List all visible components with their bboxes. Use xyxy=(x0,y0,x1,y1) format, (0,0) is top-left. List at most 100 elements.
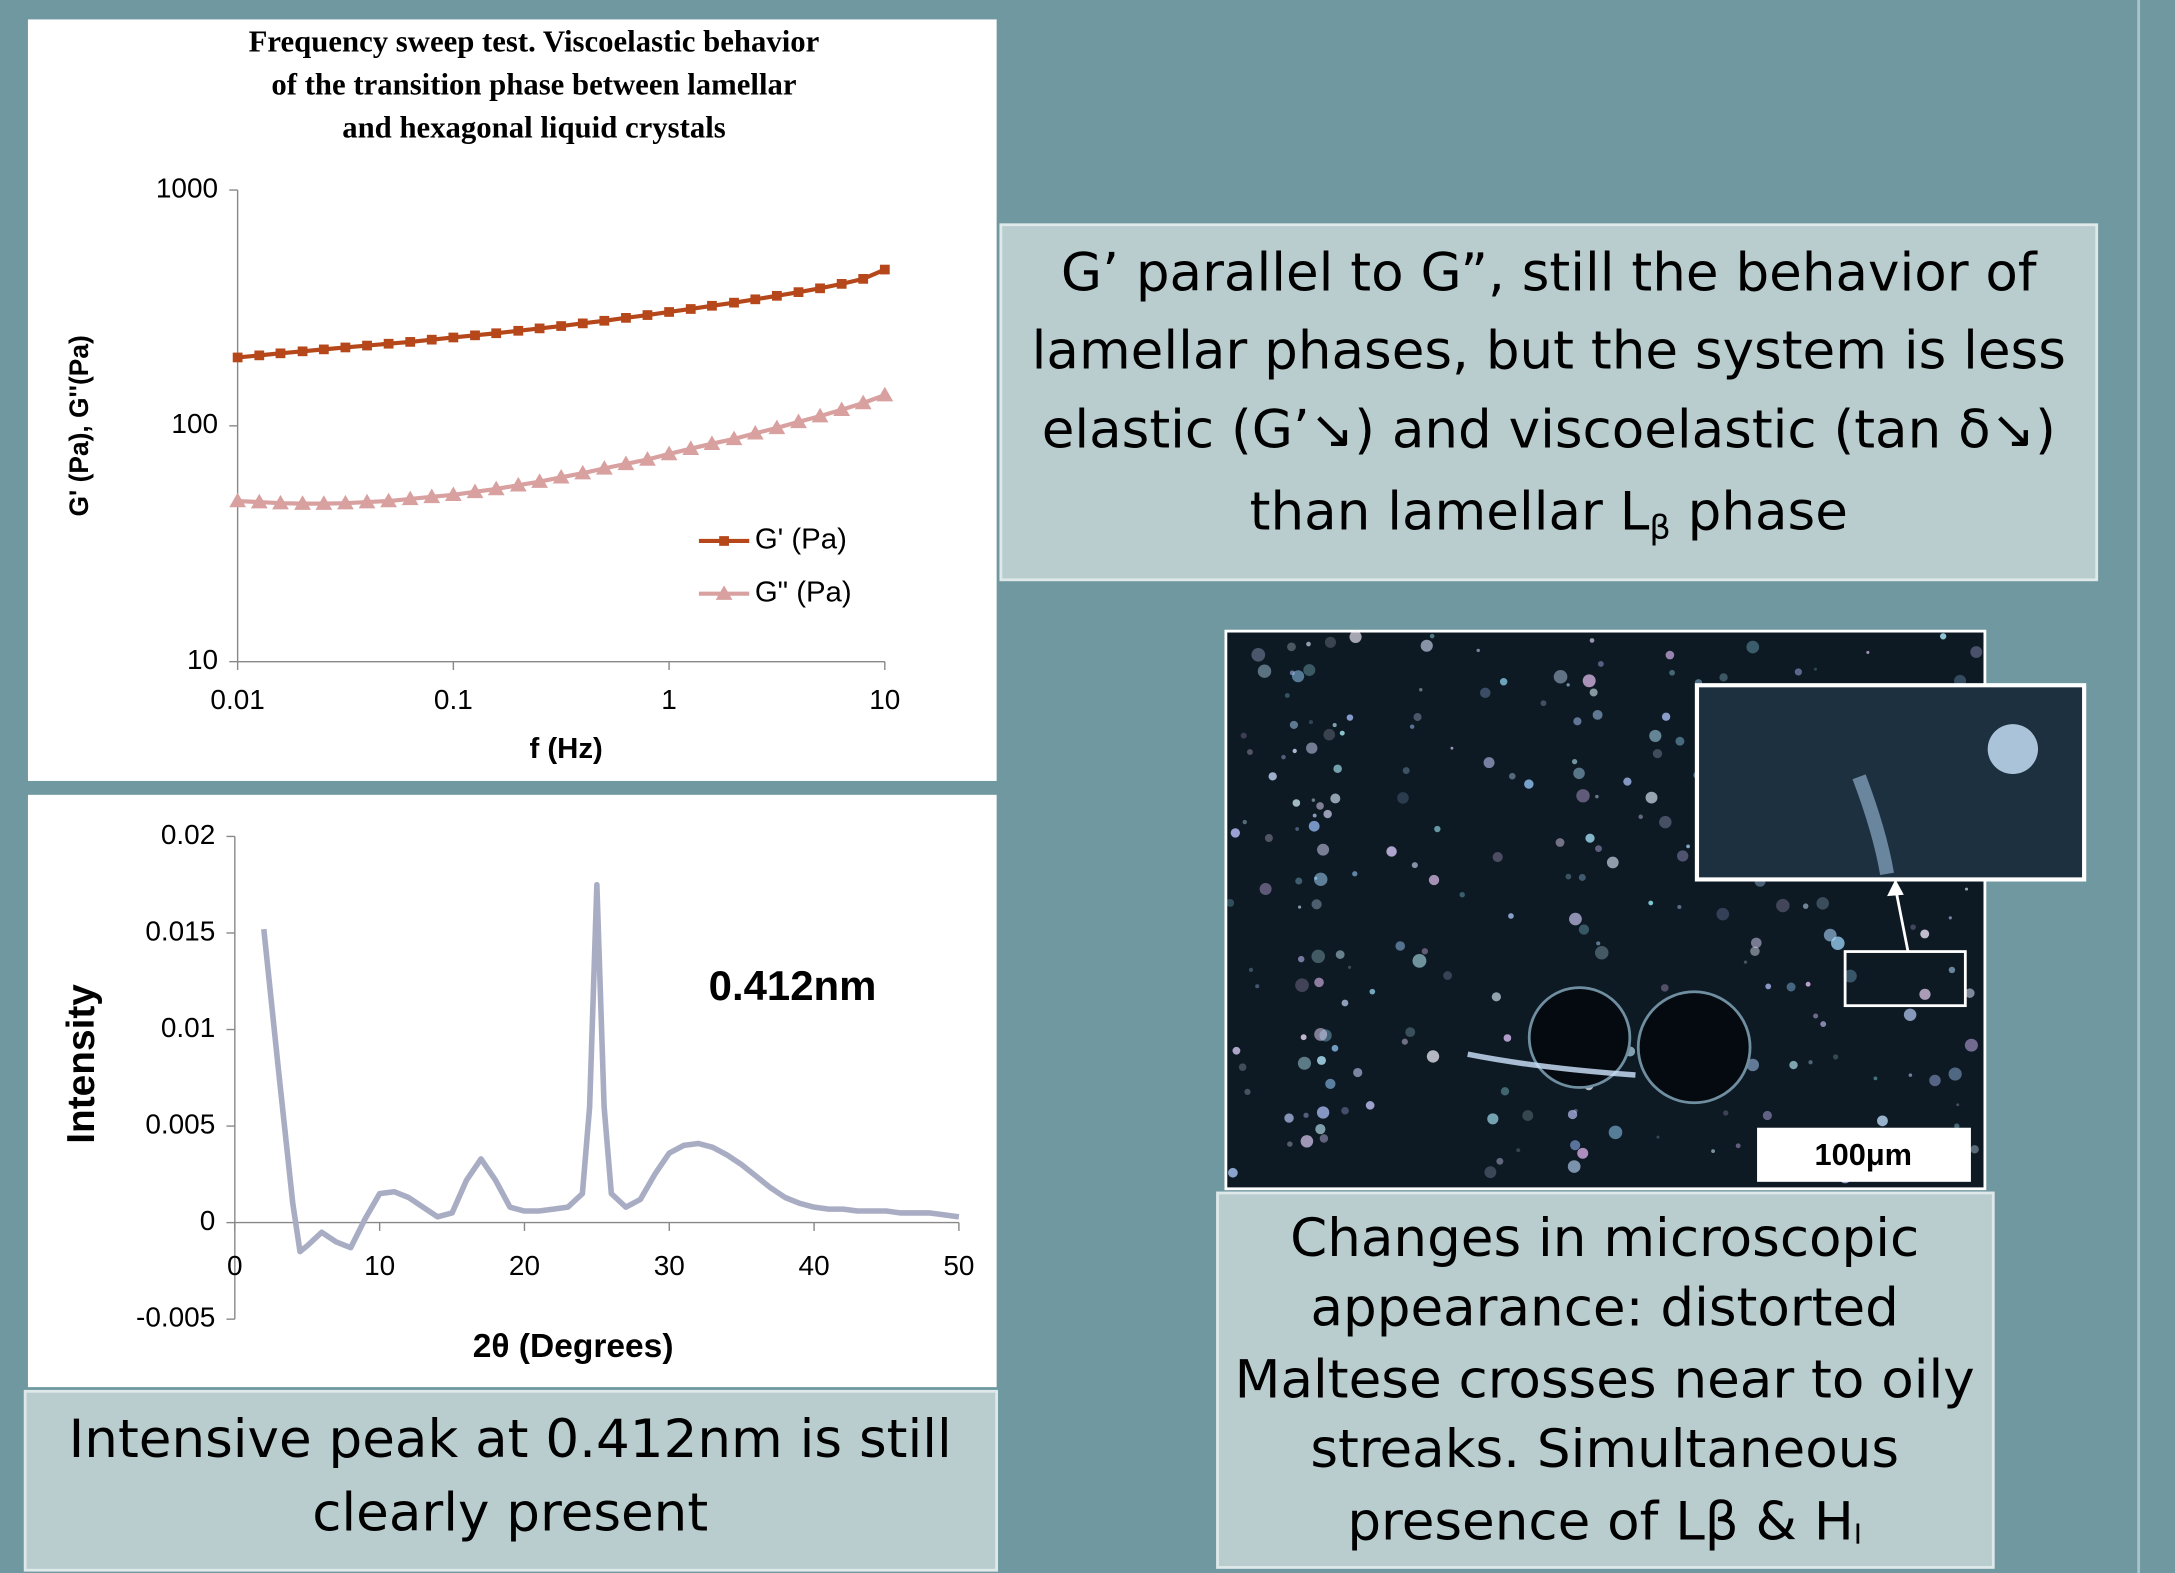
crystal-speck xyxy=(1409,724,1415,729)
x-tick-label: 1 xyxy=(661,684,677,715)
crystal-speck xyxy=(1750,946,1760,956)
marker xyxy=(318,344,329,355)
crystal-speck xyxy=(1970,646,1983,658)
crystal-speck xyxy=(1939,633,1947,640)
crystal-speck xyxy=(1638,814,1643,820)
crystal-speck xyxy=(1413,713,1422,722)
marker xyxy=(685,304,696,314)
crystal-speck xyxy=(1295,877,1303,885)
crystal-speck xyxy=(1228,1167,1238,1178)
crystal-speck xyxy=(1570,1140,1581,1151)
crystal-speck xyxy=(1412,953,1427,968)
marker xyxy=(790,413,807,429)
crystal-speck xyxy=(1325,1078,1336,1089)
legend-label: G' (Pa) xyxy=(755,524,847,556)
crystal-speck xyxy=(1567,1160,1581,1173)
marker xyxy=(858,274,869,284)
crystal-speck xyxy=(1964,1038,1978,1052)
crystal-speck xyxy=(1300,1034,1307,1041)
note-line: elastic (G’↘) and viscoelastic (tan δ↘) xyxy=(1042,400,2056,461)
crystal-speck xyxy=(1908,1073,1913,1077)
y-tick-label: 0.015 xyxy=(145,915,215,946)
x-axis-label: f (Hz) xyxy=(529,733,602,765)
crystal-speck xyxy=(1480,687,1491,699)
crystal-speck xyxy=(1595,794,1599,799)
marker xyxy=(642,310,653,320)
crystal-speck xyxy=(1665,650,1675,660)
crystal-speck xyxy=(1677,850,1689,862)
crystal-speck xyxy=(1240,732,1247,739)
crystal-speck xyxy=(1597,660,1604,667)
marker xyxy=(682,440,700,455)
chart-panel xyxy=(27,794,997,1388)
crystal-speck xyxy=(1295,978,1309,992)
crystal-speck xyxy=(1573,767,1585,780)
marker xyxy=(771,290,782,301)
crystal-speck xyxy=(1589,638,1595,643)
x-tick-label: 50 xyxy=(943,1250,974,1281)
x-tick-label: 30 xyxy=(654,1250,685,1281)
marker xyxy=(833,401,851,417)
marker xyxy=(448,332,459,343)
marker xyxy=(599,315,610,326)
crystal-speck xyxy=(1566,683,1570,687)
note-line: Changes in microscopic xyxy=(1290,1208,1919,1269)
crystal-speck xyxy=(1577,1147,1589,1159)
marker xyxy=(491,328,502,339)
crystal-speck xyxy=(1571,758,1578,765)
marker xyxy=(815,283,825,294)
crystal-speck xyxy=(1459,892,1465,898)
crystal-speck xyxy=(1331,1044,1339,1052)
marker xyxy=(337,494,354,510)
crystal-speck xyxy=(1281,754,1286,760)
crystal-speck xyxy=(1585,833,1595,843)
marker xyxy=(836,279,847,289)
marker xyxy=(621,313,631,323)
marker xyxy=(444,486,462,502)
marker xyxy=(854,394,872,410)
y-tick-label: -0.005 xyxy=(136,1302,215,1333)
arrow-head xyxy=(1887,879,1904,897)
crystal-speck xyxy=(1316,802,1324,810)
crystal-speck xyxy=(1540,700,1547,707)
marker xyxy=(315,495,333,510)
crystal-speck xyxy=(1311,949,1326,964)
crystal-speck xyxy=(1920,929,1930,939)
crystal-speck xyxy=(1339,730,1345,736)
crystal-speck xyxy=(1746,1058,1760,1072)
crystal-speck xyxy=(1316,1055,1327,1065)
x-tick-label: 0.01 xyxy=(210,684,264,715)
crystal-speck xyxy=(1264,834,1273,842)
inset-source xyxy=(1843,950,1967,1008)
maltese-cross xyxy=(1987,724,2039,775)
text-box xyxy=(1216,1191,1995,1569)
crystal-speck xyxy=(1677,904,1682,909)
crystal-speck xyxy=(1332,723,1337,728)
crystal-speck xyxy=(1553,669,1568,684)
crystal-speck xyxy=(1592,709,1603,720)
y-tick-label: 0.02 xyxy=(161,819,215,850)
crystal-speck xyxy=(1823,928,1837,942)
crystal-speck xyxy=(1589,688,1598,697)
text-box xyxy=(999,223,2099,582)
series-line xyxy=(261,881,960,1255)
crystal-speck xyxy=(1555,838,1565,847)
subscript: I xyxy=(1854,1518,1862,1551)
crystal-speck xyxy=(1508,913,1514,919)
marker xyxy=(552,468,570,484)
crystal-speck xyxy=(1402,767,1410,775)
marker xyxy=(362,340,372,351)
marker xyxy=(294,495,311,510)
marker xyxy=(660,445,678,461)
crystal-speck xyxy=(1308,720,1313,725)
marker xyxy=(232,352,243,363)
arrow xyxy=(1894,887,1910,952)
crystal-speck xyxy=(1746,640,1760,654)
marker xyxy=(556,321,567,331)
crystal-speck xyxy=(1723,1110,1729,1116)
marker xyxy=(466,483,484,499)
crystal-speck xyxy=(1832,1054,1839,1060)
marker xyxy=(574,464,592,480)
crystal-speck xyxy=(1569,912,1582,926)
crystal-speck xyxy=(1675,736,1685,746)
